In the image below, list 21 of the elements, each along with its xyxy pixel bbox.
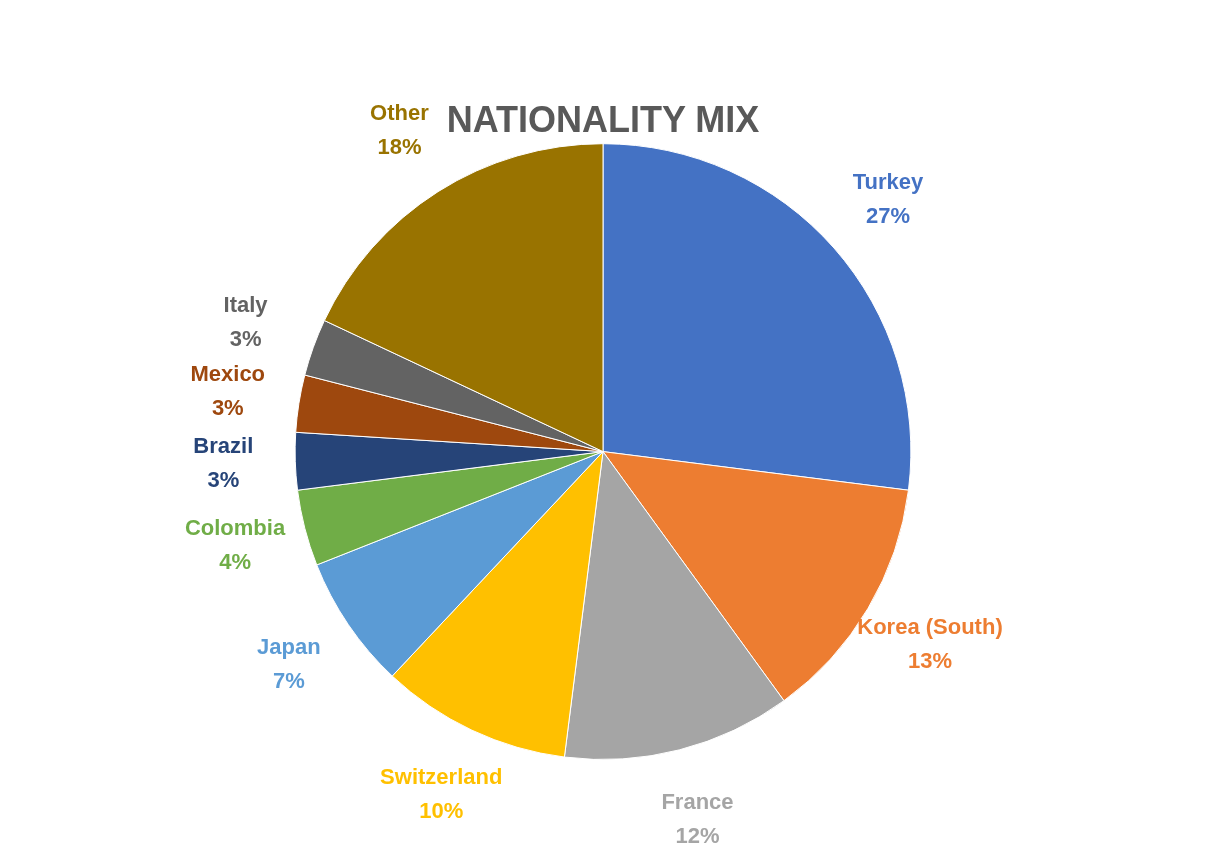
data-label: 3% (211, 395, 244, 421)
data-label: 27% (865, 203, 910, 229)
data-label: 18% (377, 133, 422, 159)
data-label: 13% (907, 648, 953, 674)
slice-label: Colombia (184, 515, 286, 541)
data-label: 10% (419, 798, 464, 824)
data-label: 3% (229, 325, 262, 351)
data-label: 3% (207, 466, 240, 492)
slice-label: Italy (223, 291, 269, 317)
slice-label: Japan (257, 634, 321, 660)
slice-label: Other (370, 99, 430, 125)
slice-label: France (661, 788, 734, 814)
data-label: 12% (675, 822, 720, 848)
data-label: 7% (272, 668, 305, 694)
slice-label: Brazil (193, 432, 254, 458)
slice-label: Turkey (852, 169, 924, 195)
slice-label: Korea (South) (857, 614, 1003, 640)
slice-label: Mexico (190, 361, 266, 387)
chart-title: NATIONALITY MIX (446, 98, 760, 140)
slice-label: Switzerland (380, 764, 503, 790)
data-label: 4% (219, 549, 251, 575)
